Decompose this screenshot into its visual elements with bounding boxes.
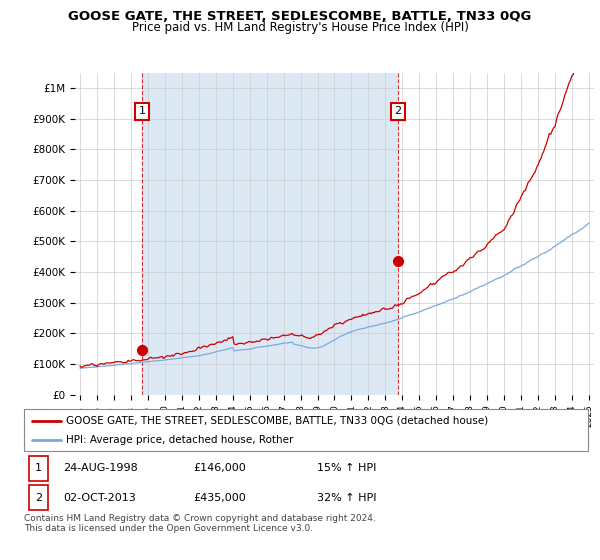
Text: Contains HM Land Registry data © Crown copyright and database right 2024.
This d: Contains HM Land Registry data © Crown c… [24, 514, 376, 534]
Text: 2: 2 [395, 106, 401, 116]
FancyBboxPatch shape [29, 456, 48, 480]
Text: 1: 1 [35, 463, 42, 473]
Bar [142, 73, 398, 395]
Text: 2: 2 [35, 493, 42, 503]
Text: GOOSE GATE, THE STREET, SEDLESCOMBE, BATTLE, TN33 0QG: GOOSE GATE, THE STREET, SEDLESCOMBE, BAT… [68, 10, 532, 23]
Text: HPI: Average price, detached house, Rother: HPI: Average price, detached house, Roth… [66, 435, 293, 445]
Text: £146,000: £146,000 [193, 463, 246, 473]
Text: 32% ↑ HPI: 32% ↑ HPI [317, 493, 377, 503]
Text: 15% ↑ HPI: 15% ↑ HPI [317, 463, 377, 473]
Text: Price paid vs. HM Land Registry's House Price Index (HPI): Price paid vs. HM Land Registry's House … [131, 21, 469, 34]
Text: 02-OCT-2013: 02-OCT-2013 [64, 493, 136, 503]
Text: 24-AUG-1998: 24-AUG-1998 [64, 463, 138, 473]
FancyBboxPatch shape [24, 409, 588, 451]
Text: GOOSE GATE, THE STREET, SEDLESCOMBE, BATTLE, TN33 0QG (detached house): GOOSE GATE, THE STREET, SEDLESCOMBE, BAT… [66, 416, 488, 426]
FancyBboxPatch shape [29, 486, 48, 510]
Text: £435,000: £435,000 [193, 493, 246, 503]
Text: 1: 1 [139, 106, 145, 116]
